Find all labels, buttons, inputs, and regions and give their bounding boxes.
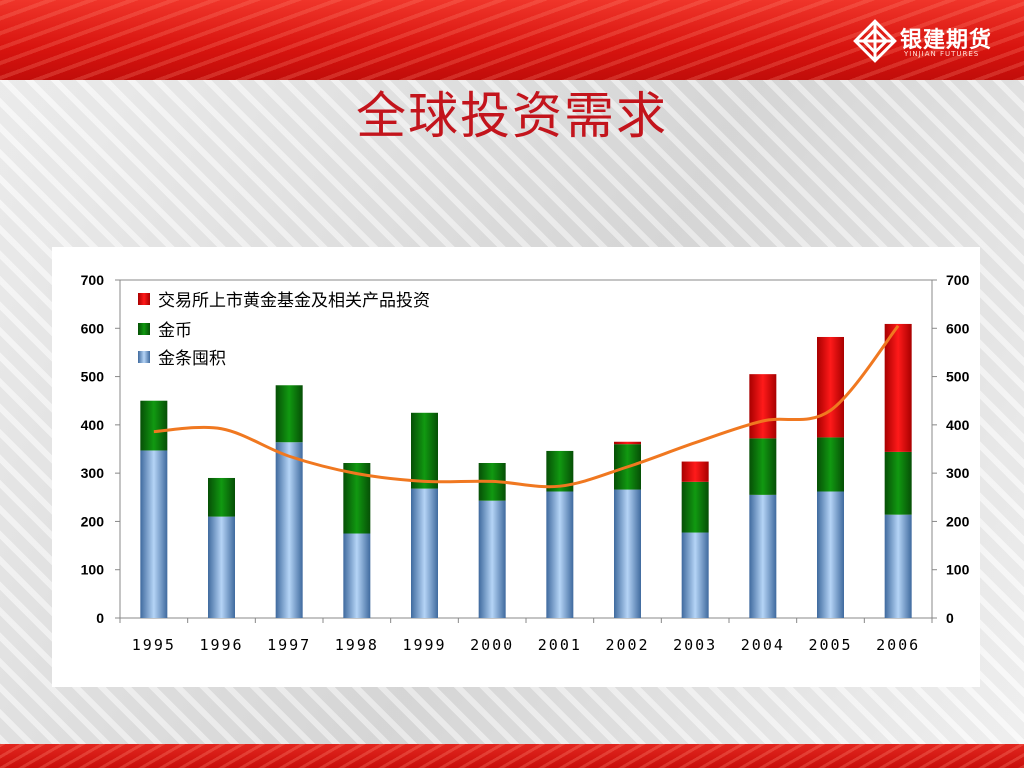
y-tick-label-left: 300 — [81, 465, 105, 481]
x-tick-label: 1998 — [335, 636, 379, 654]
x-tick-label: 2005 — [808, 636, 852, 654]
bar-segment-gold-bars — [749, 494, 777, 618]
bar-segment-gold-bars — [817, 491, 844, 618]
legend-label-bars: 金条囤积 — [158, 349, 226, 369]
y-tick-label-left: 0 — [96, 610, 104, 626]
y-tick-label-right: 700 — [946, 272, 970, 288]
bar-segment-gold-bars — [614, 489, 641, 618]
x-tick-label: 2002 — [605, 636, 649, 654]
legend-swatch-bars — [138, 351, 150, 363]
logo-subtext: YINJIAN FUTURES — [904, 50, 980, 58]
bar-segment-etf — [614, 441, 641, 445]
logo-mark-icon — [853, 19, 897, 63]
y-tick-label-left: 200 — [81, 513, 105, 529]
x-tick-label: 2004 — [741, 636, 785, 654]
bar-segment-gold-bars — [681, 532, 709, 618]
bar-segment-etf — [884, 323, 912, 452]
x-tick-label: 1997 — [267, 636, 311, 654]
bar-segment-gold-coins — [411, 412, 438, 489]
bar-segment-gold-coins — [275, 385, 303, 443]
bar-segment-etf — [817, 336, 844, 438]
bar-segment-gold-bars — [343, 533, 371, 618]
x-tick-label: 2000 — [470, 636, 514, 654]
x-tick-label: 1995 — [132, 636, 176, 654]
bar-segment-gold-bars — [884, 514, 912, 618]
bar-segment-gold-bars — [478, 500, 506, 618]
x-tick-label: 2001 — [538, 636, 582, 654]
header-banner: 银建期货 YINJIAN FUTURES — [0, 0, 1024, 80]
bar-segment-gold-coins — [884, 451, 912, 515]
bar-segment-etf — [681, 461, 709, 482]
y-tick-label-left: 600 — [81, 320, 105, 336]
y-tick-label-right: 400 — [946, 417, 970, 433]
y-tick-label-left: 500 — [81, 369, 105, 385]
bar-segment-etf — [749, 374, 777, 439]
bar-segment-gold-bars — [140, 450, 168, 618]
bar-segment-gold-bars — [275, 442, 303, 618]
y-tick-label-right: 100 — [946, 562, 970, 578]
y-tick-label-left: 400 — [81, 417, 105, 433]
legend-label-coins: 金币 — [158, 321, 192, 341]
y-tick-label-right: 600 — [946, 320, 970, 336]
y-tick-label-right: 0 — [946, 610, 954, 626]
legend-swatch-etf — [138, 293, 150, 305]
x-tick-label: 2003 — [673, 636, 717, 654]
legend-label-etf: 交易所上市黄金基金及相关产品投资 — [158, 291, 430, 311]
bar-segment-gold-coins — [681, 481, 709, 533]
legend-swatch-coins — [138, 323, 150, 335]
y-tick-label-left: 100 — [81, 562, 105, 578]
chart-legend: 交易所上市黄金基金及相关产品投资 金币 金条囤积 — [138, 291, 430, 369]
banner-pattern — [0, 0, 1024, 80]
bar-segment-gold-bars — [411, 488, 438, 618]
x-tick-label: 2006 — [876, 636, 920, 654]
bar-segment-gold-coins — [208, 477, 235, 517]
x-tick-label: 1996 — [199, 636, 243, 654]
bar-segment-gold-coins — [749, 438, 777, 495]
x-tick-label: 1999 — [402, 636, 446, 654]
footer-banner — [0, 744, 1024, 768]
company-logo: 银建期货 YINJIAN FUTURES — [852, 18, 1002, 64]
y-tick-label-right: 300 — [946, 465, 970, 481]
trend-line — [153, 324, 900, 489]
logo-text: 银建期货 — [900, 28, 993, 53]
y-tick-label-right: 500 — [946, 369, 970, 385]
y-tick-label-left: 700 — [81, 272, 105, 288]
bar-segment-gold-bars — [546, 491, 574, 618]
bar-segment-gold-coins — [817, 437, 844, 492]
stacked-bar-chart: 0 100 200 300 400 500 600 700 0 100 200 300 400 500 60… — [81, 272, 970, 654]
chart-panel: 0 100 200 300 400 500 600 700 0 100 200 300 400 500 60… — [52, 247, 980, 687]
footer-pattern — [0, 744, 1024, 768]
page-title: 全球投资需求 — [356, 87, 668, 145]
bar-segment-gold-coins — [140, 400, 168, 451]
bar-segment-gold-bars — [208, 516, 235, 618]
y-tick-label-right: 200 — [946, 513, 970, 529]
